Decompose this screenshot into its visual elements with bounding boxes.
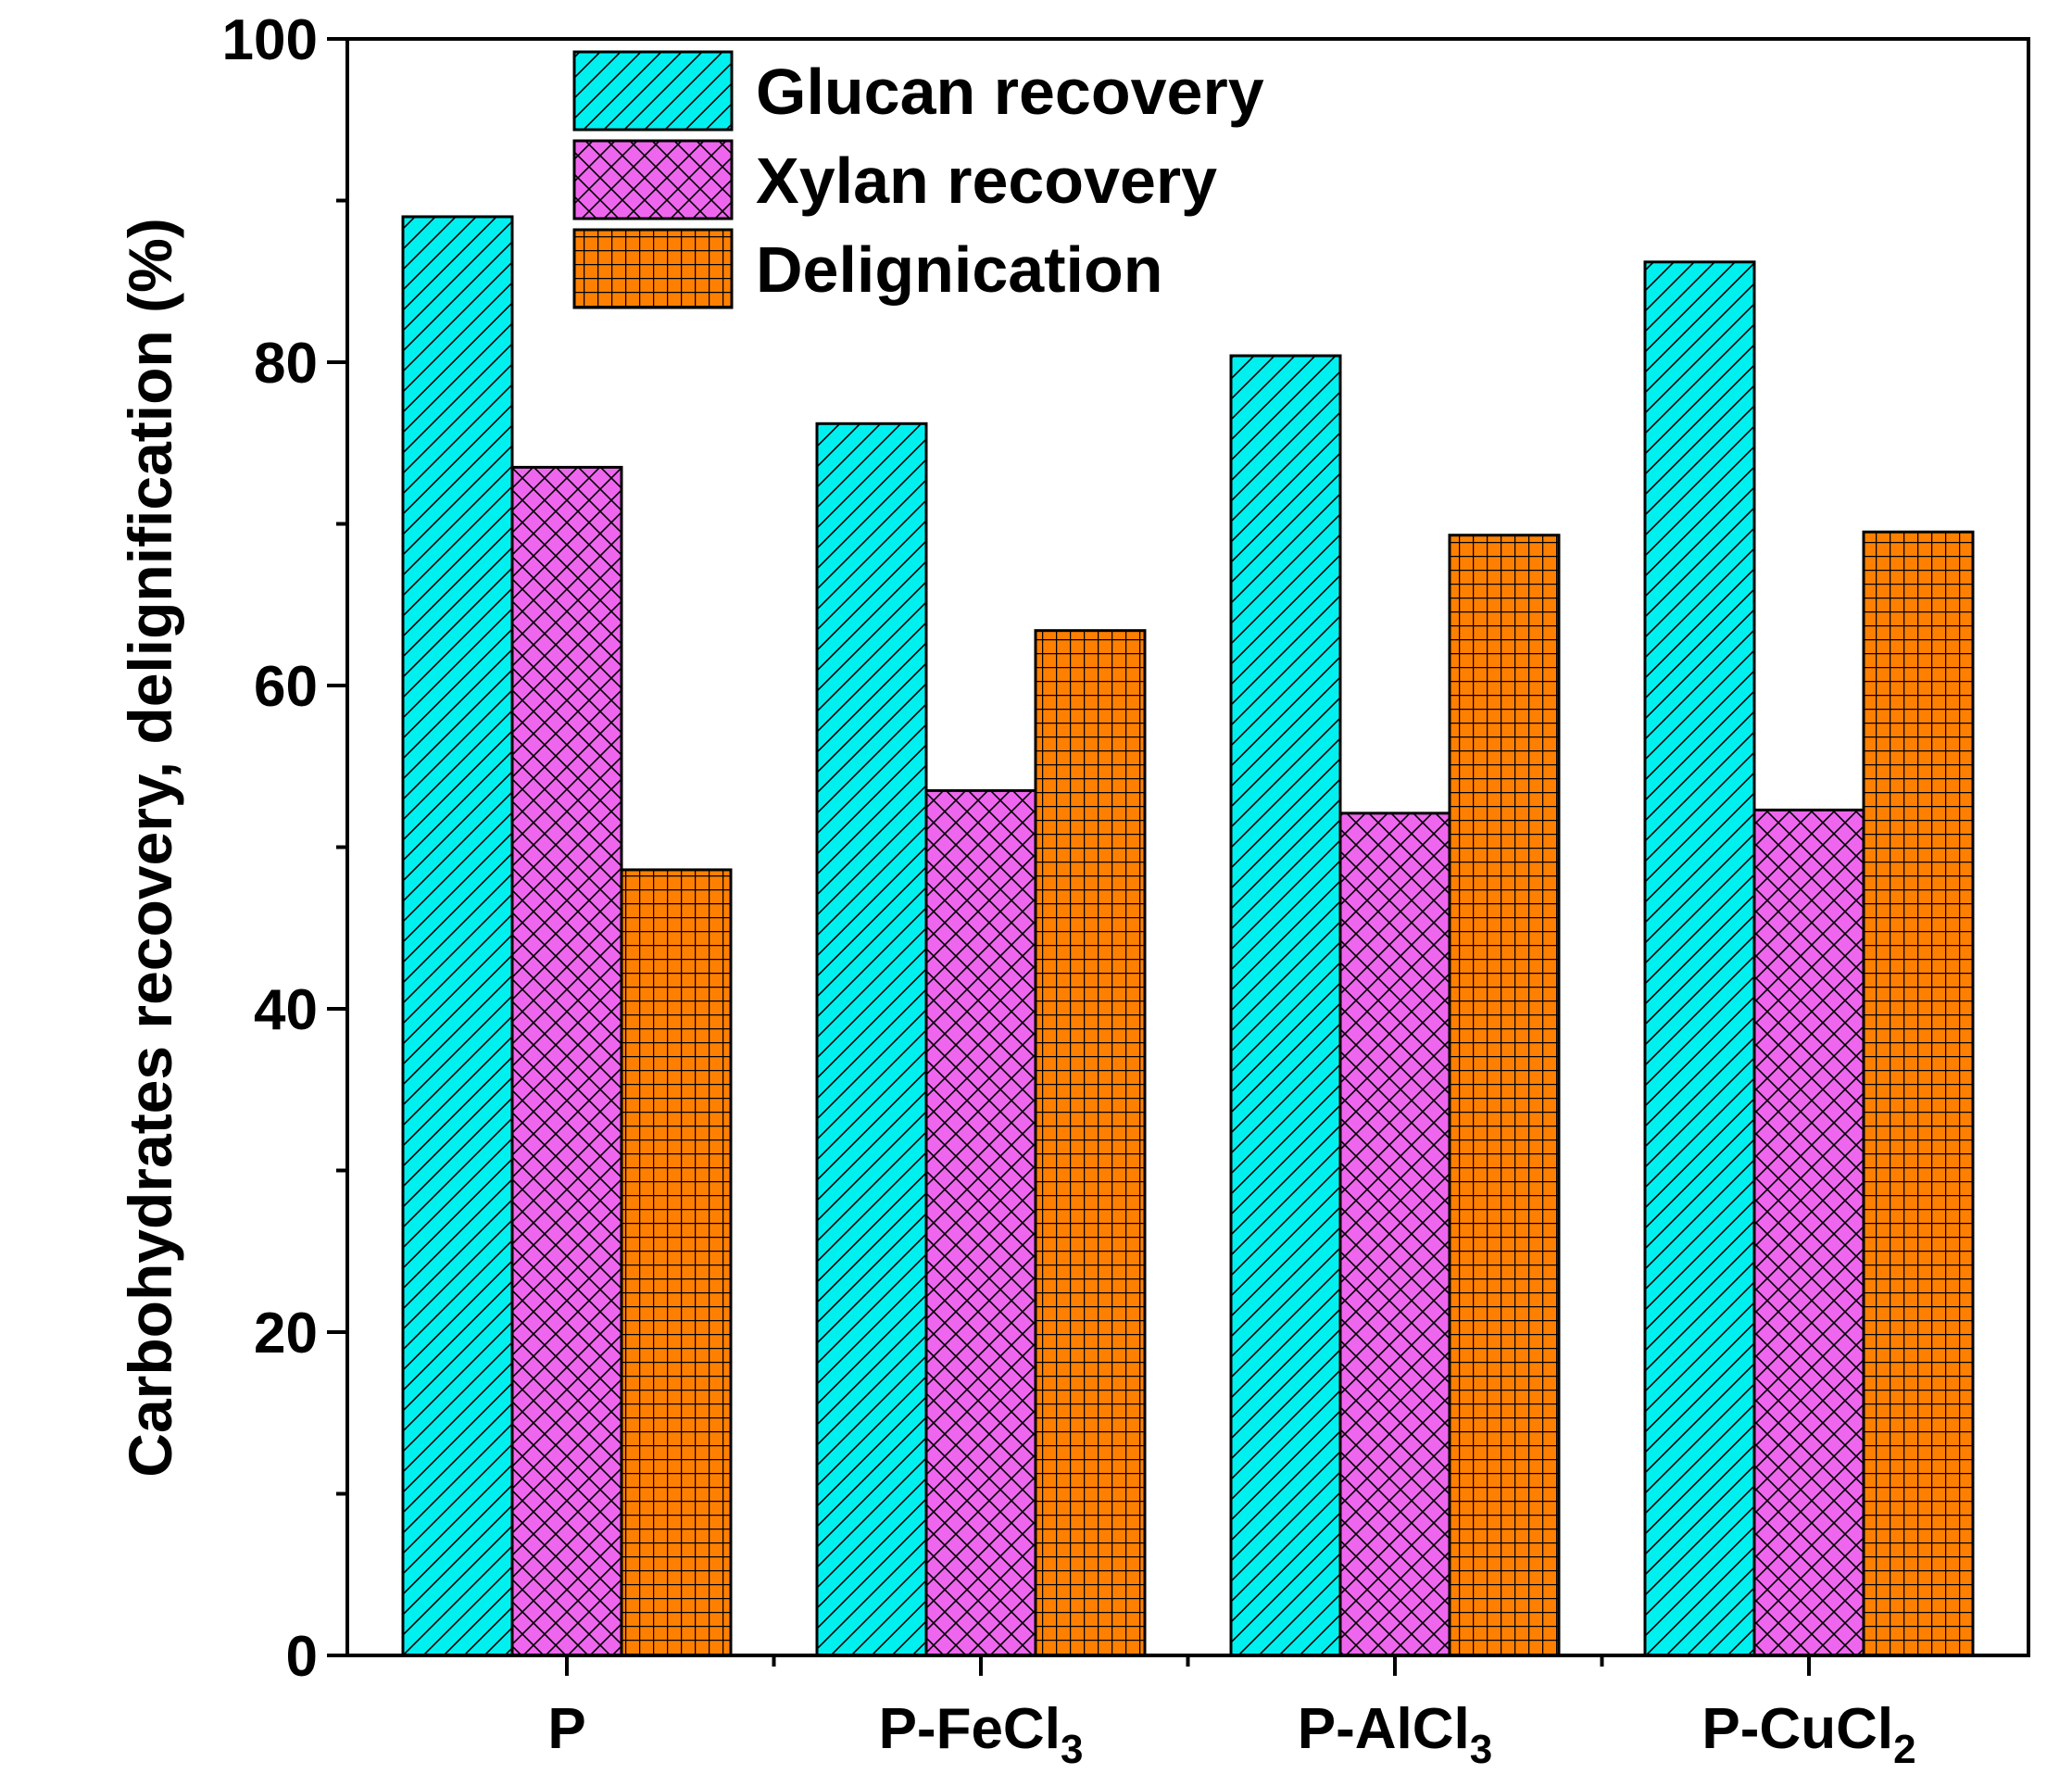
y-tick-label: 100 xyxy=(222,8,318,72)
bar-glucan-3 xyxy=(1643,260,1756,1657)
bar-xylan-2 xyxy=(1338,812,1451,1657)
bar-glucan-0 xyxy=(401,215,514,1657)
y-tick-label: 80 xyxy=(254,332,318,396)
legend-label: Xylan recovery xyxy=(756,145,1217,217)
bar-xylan-3 xyxy=(1752,808,1865,1657)
legend-swatch xyxy=(572,228,734,309)
x-tick-label: P xyxy=(547,1697,585,1761)
bar-delignication-2 xyxy=(1448,534,1561,1657)
bars-group xyxy=(401,215,1975,1657)
x-tick-label: P-CuCl2 xyxy=(1702,1697,1915,1772)
bar-glucan-2 xyxy=(1229,354,1342,1657)
y-tick-label: 40 xyxy=(254,978,318,1042)
x-tick-label: P-FeCl3 xyxy=(879,1697,1084,1772)
bar-xylan-0 xyxy=(510,465,623,1657)
bar-delignication-3 xyxy=(1862,530,1975,1657)
legend: Glucan recovery Xylan recovery Delignicati… xyxy=(572,50,1264,309)
legend-label: Delignication xyxy=(756,233,1162,306)
bar-delignication-1 xyxy=(1034,629,1147,1657)
x-axis: P P-FeCl3 P-AlCl3 P-CuCl2 xyxy=(547,1655,1916,1772)
y-tick-label: 0 xyxy=(286,1625,318,1689)
bar-glucan-1 xyxy=(815,421,928,1657)
y-axis: 0 20 40 60 80 100 xyxy=(222,8,347,1689)
legend-label: Glucan recovery xyxy=(756,56,1264,128)
y-tick-label: 60 xyxy=(254,655,318,719)
bar-xylan-1 xyxy=(924,788,1037,1657)
x-tick-label: P-AlCl3 xyxy=(1298,1697,1492,1772)
bar-delignication-0 xyxy=(620,868,733,1657)
legend-swatch xyxy=(572,50,734,132)
y-tick-label: 20 xyxy=(254,1302,318,1365)
y-axis-title: Carbohydrates recovery, delignification … xyxy=(116,218,184,1477)
legend-swatch xyxy=(572,139,734,220)
